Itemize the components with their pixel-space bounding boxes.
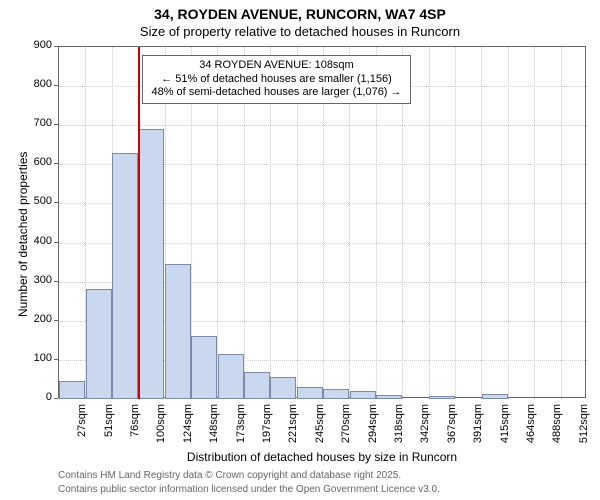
ytick-mark <box>54 163 58 164</box>
histogram-bar <box>270 377 296 399</box>
histogram-bar <box>112 153 138 399</box>
ytick-mark <box>54 398 58 399</box>
histogram-bar <box>350 391 376 399</box>
xtick-label: 512sqm <box>578 404 590 454</box>
histogram-bar <box>165 264 191 399</box>
footer-line-1: Contains HM Land Registry data © Crown c… <box>58 470 401 481</box>
ytick-label: 200 <box>22 313 52 325</box>
xtick-label: 173sqm <box>235 404 247 454</box>
chart-title: 34, ROYDEN AVENUE, RUNCORN, WA7 4SP <box>0 6 600 22</box>
ytick-mark <box>54 359 58 360</box>
histogram-bar <box>482 394 508 399</box>
histogram-chart: 34, ROYDEN AVENUE, RUNCORN, WA7 4SP Size… <box>0 0 600 500</box>
ytick-label: 400 <box>22 235 52 247</box>
histogram-bar <box>376 395 402 399</box>
ytick-label: 900 <box>22 39 52 51</box>
xtick-label: 294sqm <box>367 404 379 454</box>
xtick-label: 391sqm <box>472 404 484 454</box>
grid-v <box>455 47 456 399</box>
xtick-label: 342sqm <box>419 404 431 454</box>
xtick-label: 415sqm <box>499 404 511 454</box>
histogram-bar <box>429 396 455 399</box>
histogram-bar <box>244 372 270 399</box>
histogram-bar <box>218 354 244 399</box>
xtick-label: 270sqm <box>340 404 352 454</box>
xtick-label: 488sqm <box>551 404 563 454</box>
xtick-label: 367sqm <box>446 404 458 454</box>
grid-v <box>429 47 430 399</box>
histogram-bar <box>297 387 323 399</box>
ytick-mark <box>54 202 58 203</box>
ytick-label: 600 <box>22 156 52 168</box>
xtick-label: 124sqm <box>182 404 194 454</box>
annotation-line1: 34 ROYDEN AVENUE: 108sqm <box>151 59 401 73</box>
ytick-mark <box>54 85 58 86</box>
histogram-bar <box>138 129 164 399</box>
grid-v <box>561 47 562 399</box>
plot-area: 34 ROYDEN AVENUE: 108sqm← 51% of detache… <box>58 46 586 398</box>
annotation-box: 34 ROYDEN AVENUE: 108sqm← 51% of detache… <box>142 55 410 104</box>
histogram-bar <box>191 336 217 399</box>
ytick-mark <box>54 320 58 321</box>
ytick-label: 700 <box>22 117 52 129</box>
ytick-mark <box>54 242 58 243</box>
xtick-label: 76sqm <box>129 404 141 454</box>
grid-v <box>508 47 509 399</box>
xtick-label: 197sqm <box>261 404 273 454</box>
grid-v <box>534 47 535 399</box>
annotation-line2: ← 51% of detached houses are smaller (1,… <box>151 73 401 87</box>
ytick-mark <box>54 46 58 47</box>
property-marker-line <box>138 47 140 399</box>
xtick-label: 221sqm <box>287 404 299 454</box>
xtick-label: 464sqm <box>525 404 537 454</box>
ytick-mark <box>54 124 58 125</box>
histogram-bar <box>86 289 112 399</box>
xtick-label: 27sqm <box>76 404 88 454</box>
histogram-bar <box>59 381 85 399</box>
ytick-label: 500 <box>22 195 52 207</box>
xtick-label: 318sqm <box>393 404 405 454</box>
ytick-mark <box>54 281 58 282</box>
xtick-label: 148sqm <box>208 404 220 454</box>
annotation-line3: 48% of semi-detached houses are larger (… <box>151 86 401 100</box>
histogram-bar <box>323 389 349 399</box>
xtick-label: 51sqm <box>103 404 115 454</box>
ytick-label: 800 <box>22 78 52 90</box>
xtick-label: 245sqm <box>314 404 326 454</box>
grid-v <box>481 47 482 399</box>
chart-subtitle: Size of property relative to detached ho… <box>0 24 600 39</box>
footer-line-2: Contains public sector information licen… <box>58 484 440 495</box>
xtick-label: 100sqm <box>155 404 167 454</box>
ytick-label: 300 <box>22 274 52 286</box>
ytick-label: 100 <box>22 352 52 364</box>
ytick-label: 0 <box>22 391 52 403</box>
